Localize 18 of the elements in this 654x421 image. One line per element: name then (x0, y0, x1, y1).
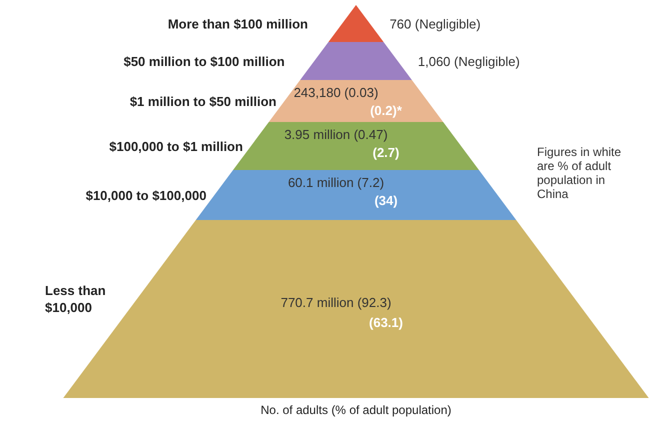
text: Figures in white are % of adult population in China (537, 145, 622, 201)
data-label: 243,180 (0.03) (294, 85, 378, 100)
data-label: 60.1 million (7.2) (288, 175, 384, 190)
text: (63.1) (369, 315, 403, 330)
data-label: 760 (Negligible) (390, 16, 481, 32)
text: (34) (374, 193, 398, 208)
text: (0.2)* (370, 103, 402, 118)
data-label: 1,060 (Negligible) (418, 54, 520, 69)
category-label: Less than $10,000 (45, 283, 106, 315)
text: No. of adults (% of adult population) (260, 403, 452, 417)
category-label: More than $100 million (168, 16, 308, 32)
category-label: $100,000 to $1 million (109, 139, 243, 154)
data-label: 770.7 million (92.3) (280, 295, 392, 310)
category-label: $10,000 to $100,000 (86, 188, 206, 203)
text: (2.7) (372, 145, 400, 160)
data-label: 3.95 million (0.47) (284, 127, 388, 142)
category-label: $1 million to $50 million (130, 94, 277, 109)
category-label: $50 million to $100 million (124, 54, 285, 69)
